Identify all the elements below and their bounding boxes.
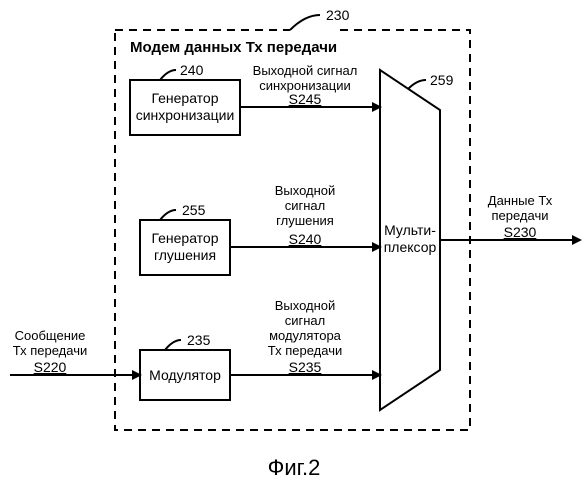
svg-text:S235: S235: [289, 359, 322, 375]
svg-text:передачи: передачи: [491, 208, 548, 223]
svg-text:Генератор: Генератор: [151, 90, 218, 106]
svg-text:плексор: плексор: [384, 239, 437, 255]
edge-jam-mux: Выходной сигнал глушения S240: [230, 183, 382, 252]
block-mod: Модулятор 235: [140, 332, 230, 400]
svg-text:глушения: глушения: [154, 247, 216, 263]
svg-text:синхронизации: синхронизации: [136, 107, 235, 123]
figure-caption: Фиг.2: [268, 455, 321, 480]
edge-input-mod: Сообщение Тх передачи S220: [10, 328, 142, 380]
svg-text:Тх передачи: Тх передачи: [13, 343, 88, 358]
ref-230-lead: [290, 15, 320, 30]
svg-text:Данные Тх: Данные Тх: [488, 193, 553, 208]
svg-text:Выходной: Выходной: [275, 183, 336, 198]
block-sync: Генератор синхронизации 240: [130, 62, 240, 135]
svg-text:S230: S230: [504, 224, 537, 240]
svg-text:Тх передачи: Тх передачи: [268, 343, 343, 358]
svg-text:Выходной сигнал: Выходной сигнал: [253, 63, 358, 78]
svg-text:глушения: глушения: [276, 213, 334, 228]
svg-text:S240: S240: [289, 231, 322, 247]
svg-text:модулятора: модулятора: [269, 328, 342, 343]
svg-text:S220: S220: [34, 359, 67, 375]
svg-text:Генератор: Генератор: [151, 230, 218, 246]
svg-text:255: 255: [182, 202, 206, 218]
container-title: Модем данных Тх передачи: [130, 39, 337, 56]
svg-text:235: 235: [187, 332, 211, 348]
edge-sync-mux: Выходной сигнал синхронизации S245: [240, 63, 382, 112]
svg-text:Мульти-: Мульти-: [384, 222, 436, 238]
block-jam: Генератор глушения 255: [140, 202, 230, 275]
ref-230: 230: [326, 7, 350, 23]
block-diagram: 230 Модем данных Тх передачи Генератор с…: [0, 0, 588, 500]
svg-text:259: 259: [430, 72, 454, 88]
edge-mod-mux: Выходной сигнал модулятора Тх передачи S…: [230, 298, 382, 380]
edge-mux-output: Данные Тх передачи S230: [440, 193, 582, 245]
svg-text:S245: S245: [289, 91, 322, 107]
svg-text:Модулятор: Модулятор: [149, 367, 221, 383]
svg-text:240: 240: [180, 62, 204, 78]
svg-text:Выходной: Выходной: [275, 298, 336, 313]
svg-text:сигнал: сигнал: [285, 313, 326, 328]
svg-text:Сообщение: Сообщение: [15, 328, 86, 343]
svg-text:сигнал: сигнал: [285, 198, 326, 213]
